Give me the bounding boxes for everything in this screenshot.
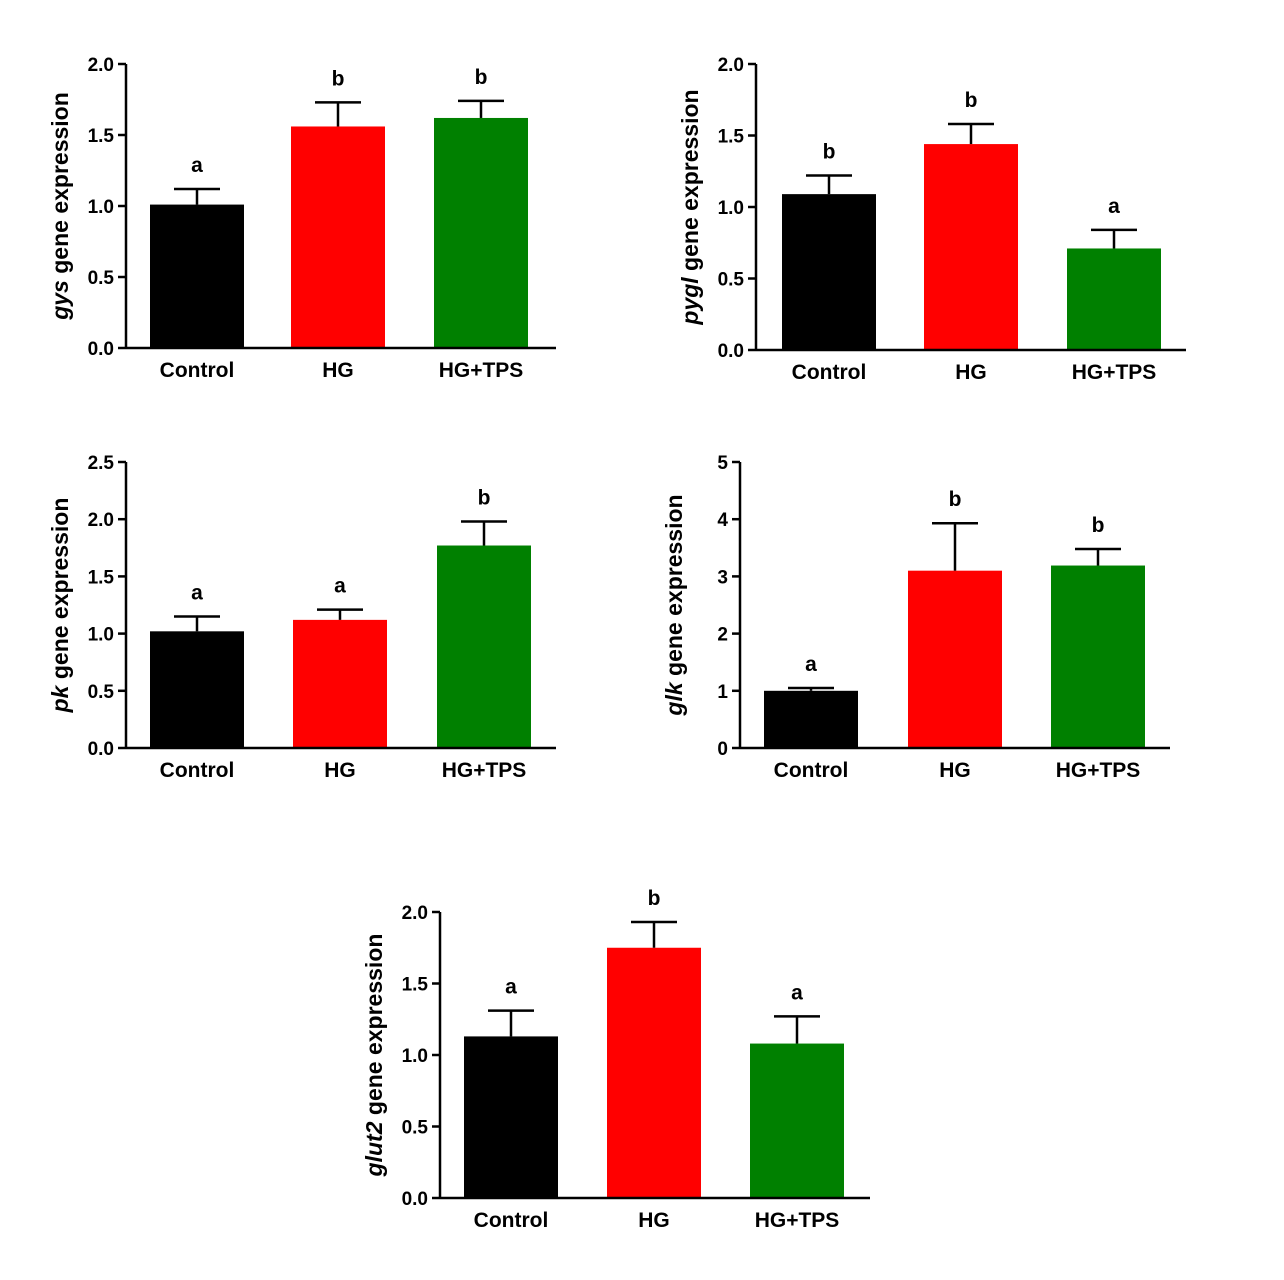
y-tick-label-pk-0: 0.0 (88, 739, 114, 760)
gene-name-pygl: pygl (677, 277, 703, 326)
significance-label-glk-0: a (805, 653, 817, 676)
y-tick-label-glk-4: 4 (717, 510, 728, 531)
bar-glk-0 (764, 690, 858, 748)
y-tick-label-pk-2: 1.0 (88, 625, 114, 646)
category-label-glut2-0: Control (474, 1209, 549, 1232)
chart-panel-glk: a Control b HG b HG+TPS 0 1 2 3 4 5 glk gene express… (661, 453, 1170, 782)
y-tick-label-pygl-1: 0.5 (718, 270, 745, 291)
gene-name-pk: pk (47, 684, 73, 713)
y-axis-label-suffix-gys: gene expression (47, 92, 73, 280)
bar-pygl-0 (782, 194, 876, 350)
bar-glut2-1 (607, 947, 701, 1198)
bar-glut2-2 (750, 1043, 844, 1198)
y-tick-label-pk-5: 2.5 (88, 453, 115, 474)
chart-panel-glut2: a Control b HG a HG+TPS 0.0 0.5 1.0 1.5 2.0 glut2 g… (361, 887, 870, 1232)
gene-name-glk: glk (661, 681, 687, 716)
y-axis-label-suffix-pygl: gene expression (677, 89, 703, 277)
y-tick-label-gys-3: 1.5 (88, 126, 115, 147)
significance-label-pygl-1: b (965, 89, 978, 112)
y-axis-label-glut2: glut2 gene expression (361, 934, 387, 1178)
significance-label-glk-2: b (1092, 514, 1105, 537)
y-tick-label-gys-2: 1.0 (88, 197, 114, 218)
y-tick-label-pk-4: 2.0 (88, 510, 114, 531)
y-tick-label-glk-5: 5 (717, 453, 728, 474)
significance-label-glk-1: b (949, 488, 962, 511)
y-axis-label-gys: gys gene expression (47, 92, 73, 321)
y-tick-label-pygl-0: 0.0 (718, 341, 744, 362)
bar-gys-0 (150, 204, 244, 348)
y-tick-label-pygl-2: 1.0 (718, 198, 744, 219)
category-label-pygl-2: HG+TPS (1072, 361, 1157, 384)
bar-glk-2 (1051, 565, 1145, 748)
bar-pk-2 (437, 545, 531, 748)
bar-gys-2 (434, 117, 528, 349)
chart-panel-pygl: b Control b HG a HG+TPS 0.0 0.5 1.0 1.5 2.0 pygl ge… (677, 55, 1186, 384)
y-axis-label-suffix-glut2: gene expression (361, 934, 387, 1122)
y-tick-label-gys-0: 0.0 (88, 339, 114, 360)
y-axis-label-pk: pk gene expression (47, 498, 73, 714)
y-tick-label-glut2-4: 2.0 (402, 903, 428, 924)
significance-label-gys-2: b (475, 66, 488, 89)
category-label-glk-0: Control (774, 759, 849, 782)
significance-label-pk-1: a (334, 575, 346, 598)
gene-name-glut2: glut2 (361, 1121, 387, 1177)
category-label-pk-2: HG+TPS (442, 759, 527, 782)
category-label-glut2-2: HG+TPS (755, 1209, 840, 1232)
bar-pk-1 (293, 619, 387, 748)
y-tick-label-pygl-4: 2.0 (718, 55, 744, 76)
bar-pk-0 (150, 631, 244, 748)
category-label-gys-2: HG+TPS (439, 359, 524, 382)
y-tick-label-glk-3: 3 (717, 567, 728, 588)
category-label-pk-0: Control (160, 759, 235, 782)
category-label-glk-2: HG+TPS (1056, 759, 1141, 782)
significance-label-glut2-1: b (648, 887, 661, 910)
bar-gys-1 (291, 126, 385, 348)
y-tick-label-glut2-2: 1.0 (402, 1046, 428, 1067)
y-tick-label-gys-1: 0.5 (88, 268, 115, 289)
category-label-pk-1: HG (324, 759, 356, 782)
significance-label-pk-0: a (191, 581, 203, 604)
significance-label-glut2-2: a (791, 981, 803, 1004)
y-tick-label-pk-3: 1.5 (88, 567, 115, 588)
category-label-gys-1: HG (322, 359, 354, 382)
category-label-pygl-0: Control (792, 361, 867, 384)
category-label-glk-1: HG (939, 759, 971, 782)
gene-name-gys: gys (47, 280, 73, 321)
chart-panel-pk: a Control a HG b HG+TPS 0.0 0.5 1.0 1.5 2.0 2.5 pk g… (47, 453, 556, 782)
y-tick-label-glk-2: 2 (717, 625, 728, 646)
y-tick-label-glk-0: 0 (717, 739, 728, 760)
significance-label-gys-1: b (332, 67, 345, 90)
chart-panel-gys: a Control b HG b HG+TPS 0.0 0.5 1.0 1.5 2.0 gys gen… (47, 55, 556, 382)
y-tick-label-glut2-3: 1.5 (402, 975, 429, 996)
bar-glk-1 (908, 570, 1002, 748)
significance-label-pk-2: b (478, 486, 491, 509)
significance-label-glut2-0: a (505, 976, 517, 999)
y-tick-label-glk-1: 1 (717, 682, 728, 703)
y-axis-label-suffix-glk: gene expression (661, 494, 687, 682)
bar-pygl-1 (924, 144, 1018, 350)
y-axis-label-glk: glk gene expression (661, 494, 687, 716)
bar-pygl-2 (1067, 248, 1161, 350)
y-axis-label-pygl: pygl gene expression (677, 89, 703, 325)
category-label-pygl-1: HG (955, 361, 987, 384)
y-tick-label-pygl-3: 1.5 (718, 127, 745, 148)
significance-label-gys-0: a (191, 154, 203, 177)
y-axis-label-suffix-pk: gene expression (47, 498, 73, 686)
category-label-glut2-1: HG (638, 1209, 670, 1232)
significance-label-pygl-0: b (823, 141, 836, 164)
category-label-gys-0: Control (160, 359, 235, 382)
bar-glut2-0 (464, 1036, 558, 1198)
significance-label-pygl-2: a (1108, 195, 1120, 218)
y-tick-label-pk-1: 0.5 (88, 682, 115, 703)
y-tick-label-gys-4: 2.0 (88, 55, 114, 76)
y-tick-label-glut2-1: 0.5 (402, 1118, 429, 1139)
y-tick-label-glut2-0: 0.0 (402, 1189, 428, 1210)
